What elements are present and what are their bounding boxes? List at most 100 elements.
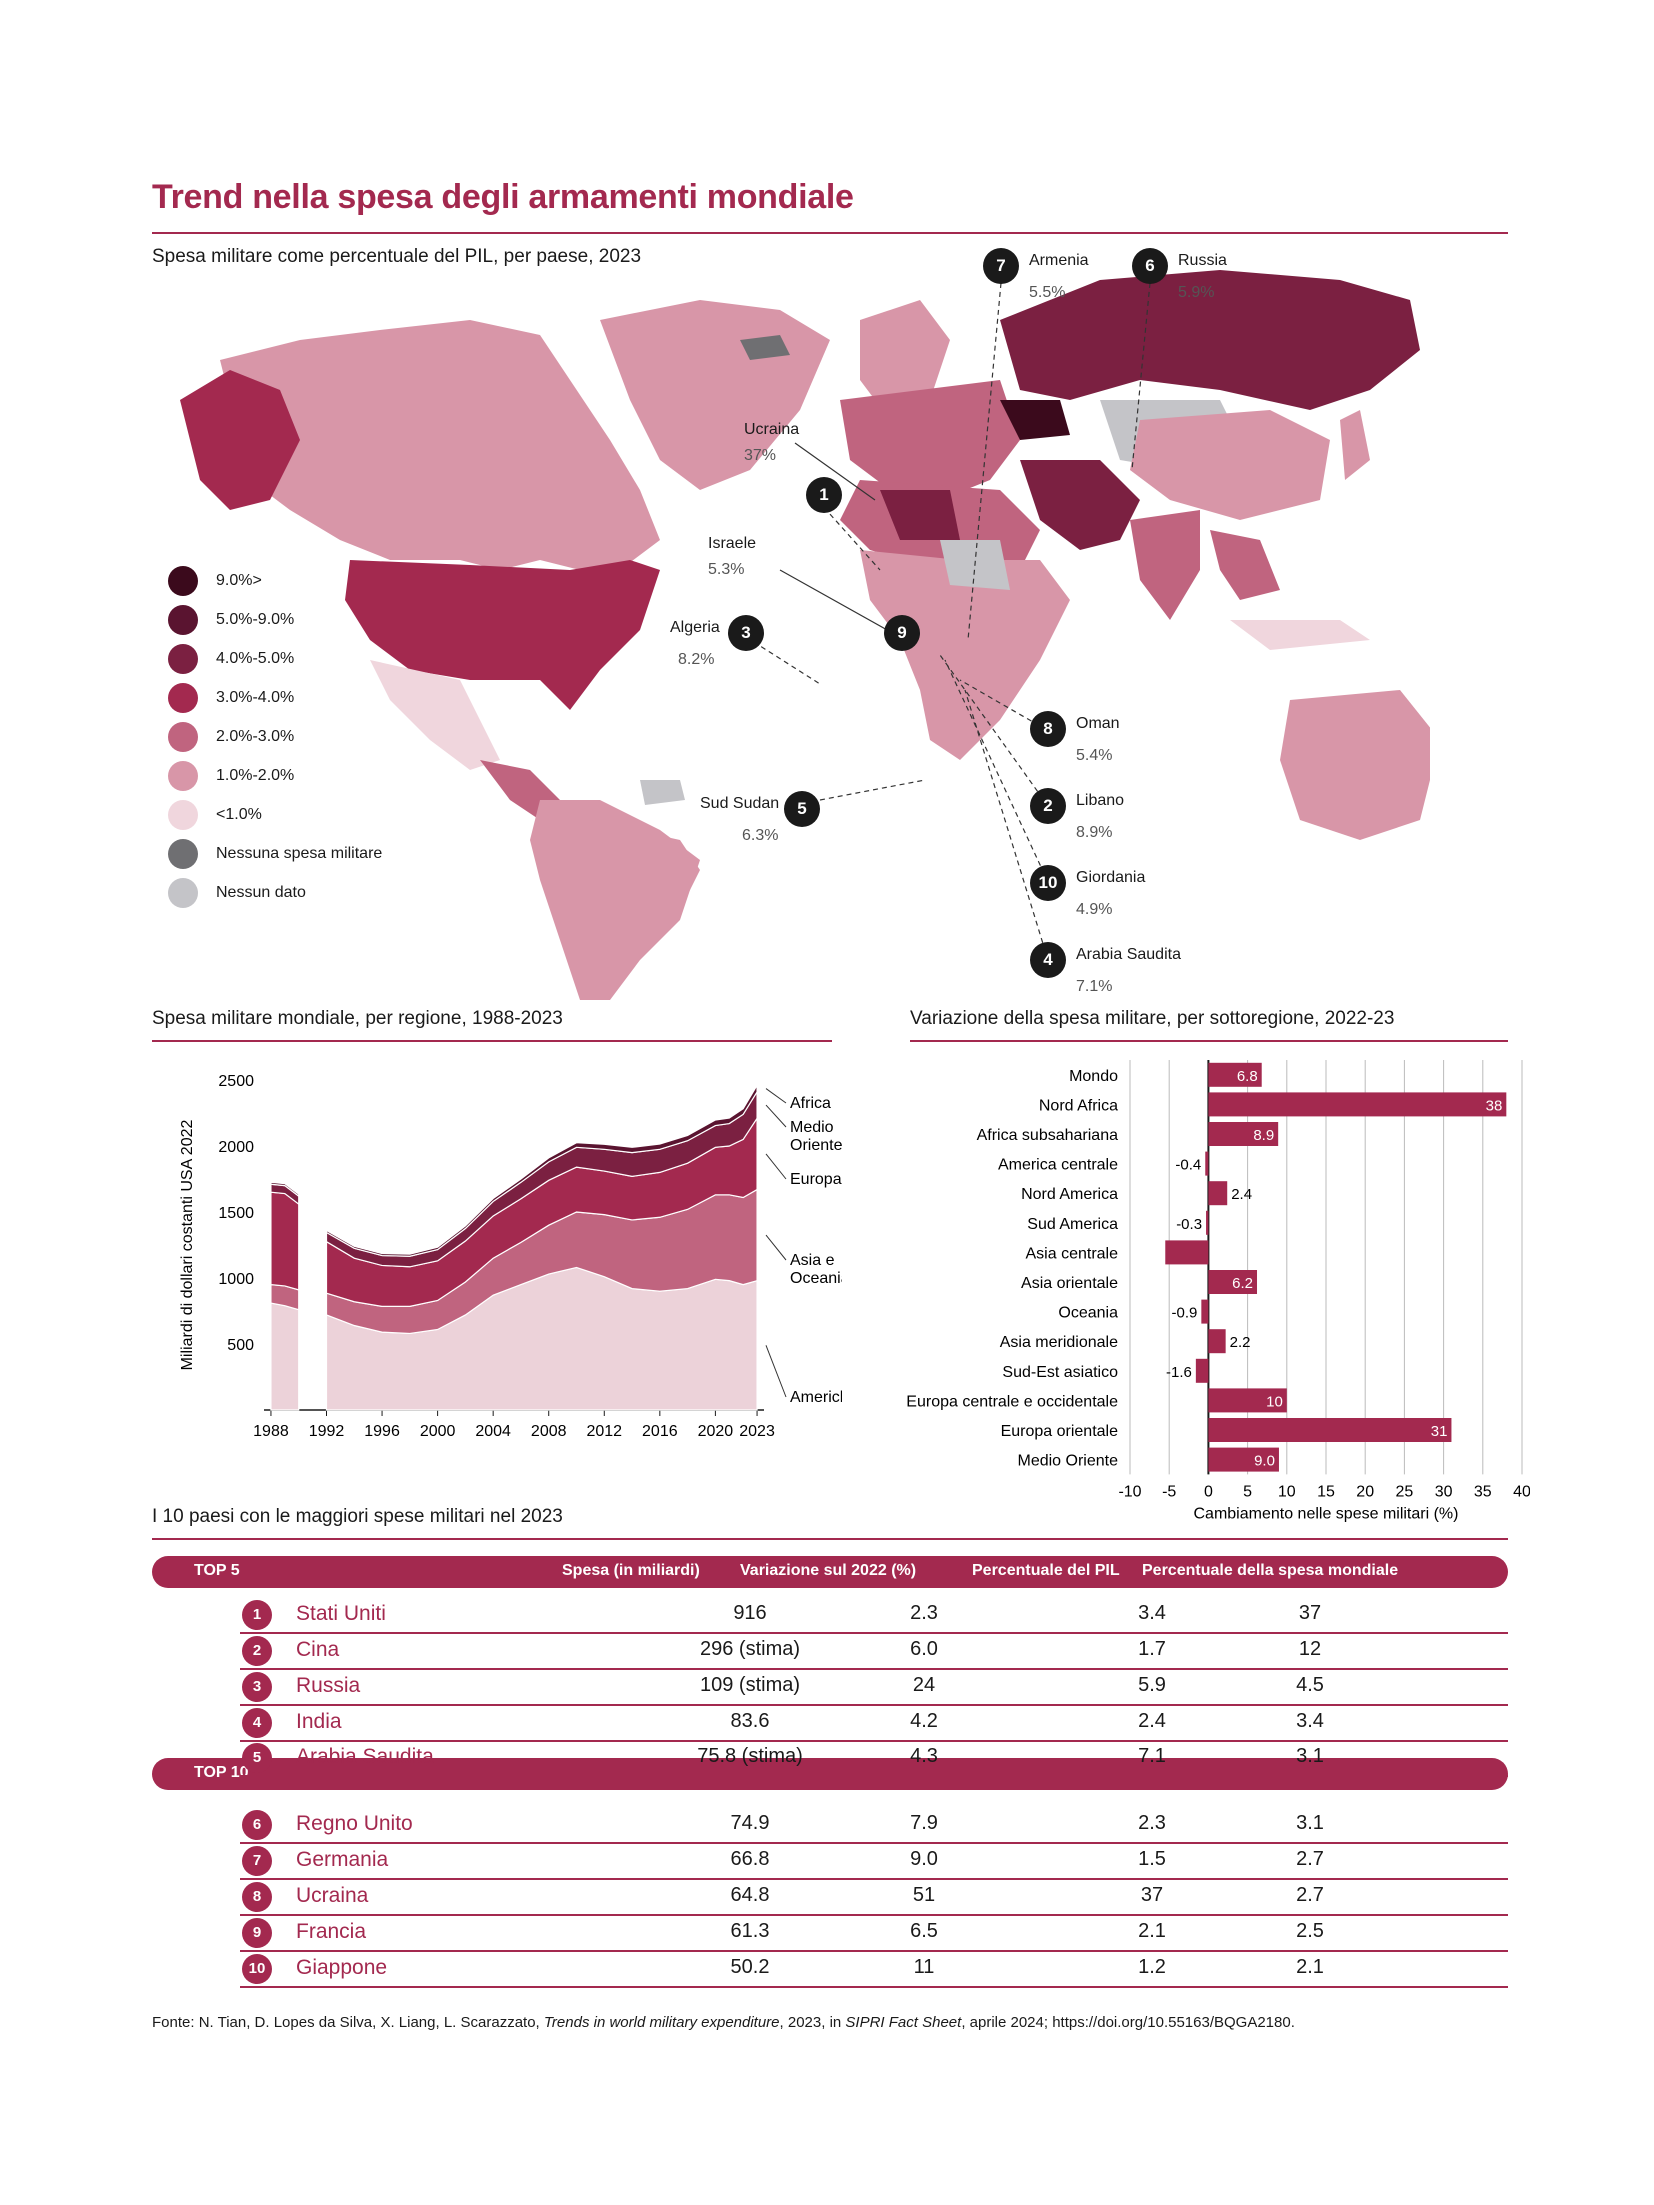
area-ytick: 1500 (218, 1205, 254, 1222)
area-label-leader (765, 1153, 787, 1180)
map-australia (1280, 690, 1430, 840)
col-spend-header: Spesa (in miliardi) (562, 1562, 700, 1579)
area-xtick: 2000 (420, 1423, 456, 1440)
bar-xlabel: Cambiamento nelle spese militari (%) (1194, 1505, 1459, 1522)
map-indonesia (1230, 620, 1370, 650)
cell-gdp: 1.7 (1138, 1638, 1166, 1660)
bar (1195, 1358, 1209, 1383)
callout-leaders (745, 282, 1151, 961)
legend-item-3: 4.0%-5.0% (168, 644, 294, 674)
country-name: Stati Uniti (296, 1602, 386, 1625)
bar-chart: -10 -5 0 5 10 15 20 25 30 35 40 Cambiamento nelle s… (906, 1060, 1530, 1522)
callout-name: Algeria (670, 619, 720, 636)
area-chart-rule (152, 1040, 832, 1042)
bar-value-label: 8.9 (1253, 1127, 1274, 1144)
map-europe (840, 380, 1020, 500)
cell-change: 6.0 (910, 1638, 938, 1660)
callout-value: 6.3% (742, 827, 779, 844)
map-ukraine (1000, 400, 1070, 440)
cell-world: 3.4 (1296, 1710, 1324, 1732)
rank-badge: 4 (242, 1708, 272, 1738)
map-africa (860, 550, 1070, 760)
area-label-leader (765, 1234, 787, 1261)
callout-name: Ucraina (744, 421, 800, 438)
bar-category-label: Sud America (1027, 1216, 1118, 1233)
area-xtick: 1988 (253, 1423, 289, 1440)
bar-category-label: Sud-Est asiatico (1002, 1364, 1118, 1381)
callout-name: Arabia Saudita (1076, 946, 1181, 963)
cell-world: 2.5 (1296, 1920, 1324, 1942)
rank-badge: 6 (242, 1810, 272, 1840)
source-italic: Trends in world military expenditure (543, 2014, 780, 2031)
cell-spend: 296 (stima) (699, 1638, 801, 1660)
cell-change: 4.3 (910, 1745, 938, 1767)
bar-value-label: 2.2 (1230, 1334, 1251, 1351)
area-label-leader (765, 1345, 787, 1398)
legend-swatch-4 (168, 683, 198, 713)
bar-xtick: 25 (1396, 1483, 1414, 1500)
area-xtick: 1992 (309, 1423, 345, 1440)
bar (1208, 1092, 1507, 1117)
bar-value-label: -0.9 (1171, 1305, 1197, 1322)
area-series-africa-seg1 (325, 1083, 758, 1257)
rank-badge: 2 (242, 1636, 272, 1666)
table-row: Germania 66.8 9.0 1.5 2.7 (240, 1844, 1508, 1880)
legend-swatch-9 (168, 878, 198, 908)
bar-chart-title: Variazione della spesa militare, per sot… (910, 1008, 1395, 1029)
rank-badge: 7 (242, 1846, 272, 1876)
col-gdp-header: Percentuale del PIL (972, 1562, 1120, 1579)
bar (1206, 1210, 1209, 1235)
bar-value-label: 31 (1431, 1423, 1448, 1440)
area-label-leader (765, 1104, 787, 1128)
bar-xtick: -10 (1118, 1483, 1141, 1500)
bar-category-label: Nord America (1021, 1186, 1118, 1203)
source-prefix: Fonte: N. Tian, D. Lopes da Silva, X. Li… (152, 2014, 544, 2031)
area-ytick: 2000 (218, 1139, 254, 1156)
world-map (180, 270, 1430, 1000)
country-name: India (296, 1710, 342, 1733)
map-subtitle: Spesa militare come percentuale del PIL,… (152, 246, 642, 267)
legend-label-2: 5.0%-9.0% (216, 611, 295, 628)
legend-item-6: 1.0%-2.0% (168, 761, 294, 791)
table-row: India 83.6 4.2 2.4 3.4 (240, 1706, 1508, 1742)
rank-badge: 8 (242, 1882, 272, 1912)
area-ytick: 2500 (218, 1073, 254, 1090)
bar (1208, 1447, 1279, 1472)
legend-label-1: 9.0%> (216, 572, 262, 589)
legend-swatch-8 (168, 839, 198, 869)
cell-spend: 75.8 (stima) (697, 1745, 803, 1767)
callout-value: 5.9% (1178, 284, 1215, 301)
bar-xtick: 0 (1204, 1483, 1213, 1500)
cell-gdp: 2.4 (1138, 1710, 1166, 1732)
bar-category-label: Nord Africa (1039, 1097, 1118, 1114)
cell-spend: 109 (stima) (699, 1674, 801, 1696)
bar-value-label: 10 (1266, 1393, 1283, 1410)
cell-world: 12 (1298, 1638, 1322, 1660)
legend-label-6: 1.0%-2.0% (216, 767, 295, 784)
callout-badge: 1 (806, 477, 842, 513)
title-rule (152, 232, 1508, 234)
cell-change: 4.2 (910, 1710, 938, 1732)
legend-label-7: <1.0% (216, 806, 262, 823)
callout-armenia: 7 Armenia 5.5% (983, 248, 1089, 301)
callout-badge: 6 (1132, 248, 1168, 284)
bar-category-label: Oceania (1058, 1305, 1118, 1322)
legend-swatch-6 (168, 761, 198, 791)
table-row: Stati Uniti 916 2.3 3.4 37 (240, 1598, 1508, 1634)
area-xtick: 2020 (698, 1423, 734, 1440)
map-india (1130, 510, 1200, 620)
bar (1208, 1418, 1452, 1442)
map-middle-east (1020, 460, 1140, 550)
legend-item-2: 5.0%-9.0% (168, 605, 294, 635)
callout-badge: 8 (1030, 711, 1066, 747)
area-xtick: 2023 (739, 1423, 775, 1440)
bar-category-label: America centrale (998, 1157, 1118, 1174)
bar-category-label: Asia centrale (1026, 1245, 1119, 1262)
cell-world: 4.5 (1296, 1674, 1324, 1696)
area-chart: Miliardi di dollari costanti USA 2022 500… (179, 1073, 842, 1440)
area-series-americhe-seg0 (270, 1302, 300, 1411)
cell-spend: 50.2 (730, 1956, 770, 1978)
area-legend-label: Europa (790, 1171, 842, 1188)
legend-swatch-5 (168, 722, 198, 752)
callout-value: 5.5% (1029, 284, 1066, 301)
